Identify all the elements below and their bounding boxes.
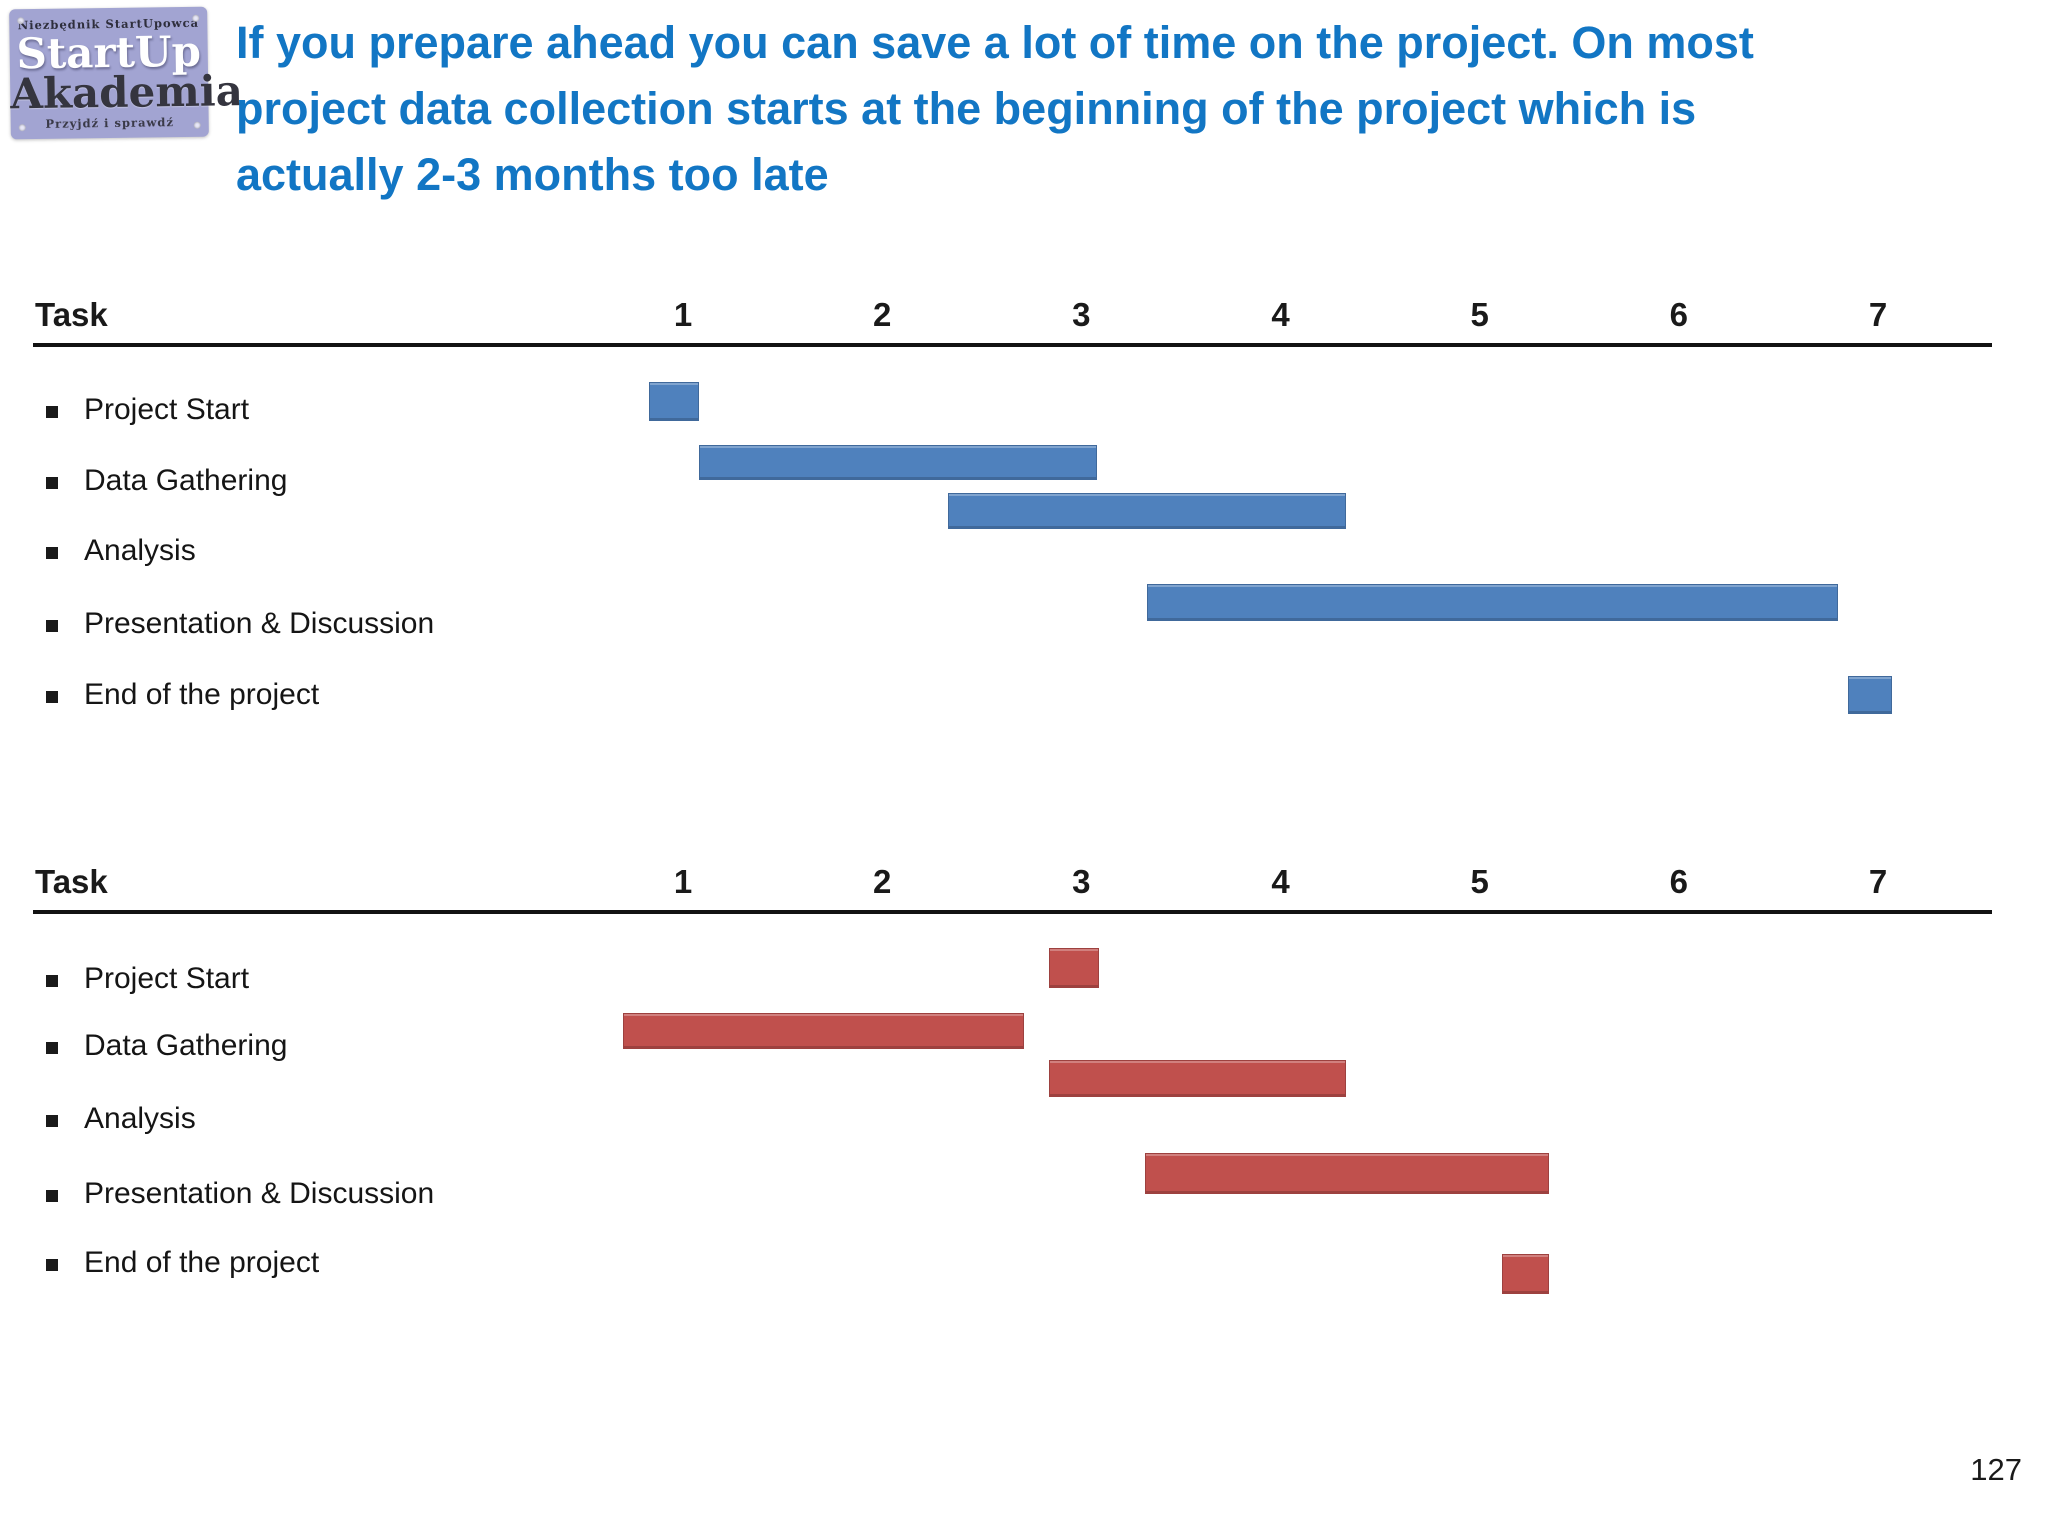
gantt-axis-tick-label: 2 [872, 863, 892, 900]
bullet-icon [46, 477, 58, 489]
gantt-task-column-header: Task [35, 863, 108, 900]
task-label: Presentation & Discussion [84, 1177, 435, 1210]
slide-title: If you prepare ahead you can save a lot … [236, 10, 1966, 208]
gantt-axis-tick-label: 7 [1868, 863, 1888, 900]
gantt-axis-tick-label: 3 [1072, 863, 1091, 900]
logo-title-akademia: Akademia [9, 66, 244, 119]
gantt-task-column-header: Task [35, 296, 108, 333]
gantt-bar [1145, 1153, 1550, 1194]
gantt-axis-tick-label: 6 [1669, 863, 1689, 900]
bullet-icon [46, 691, 58, 703]
page-number: 127 [1970, 1452, 2022, 1487]
bullet-icon [46, 1259, 58, 1271]
screw-dot-icon [17, 17, 25, 25]
gantt-header-rule [33, 910, 1992, 914]
gantt-bar [1501, 1254, 1550, 1294]
task-label: Data Gathering [84, 1029, 288, 1062]
bullet-icon [46, 620, 58, 632]
gantt-bar [1848, 676, 1892, 714]
screw-dot-icon [192, 14, 200, 22]
startup-akademia-logo: Niezbędnik StartUpowca StartUp Akademia … [9, 6, 244, 140]
gantt-axis-tick-label: 4 [1271, 296, 1290, 333]
gantt-bar [1147, 584, 1839, 621]
task-label: End of the project [84, 678, 320, 711]
screw-dot-icon [18, 124, 26, 132]
gantt-bar [947, 493, 1347, 529]
gantt-bar [623, 1013, 1024, 1049]
gantt-axis-tick-label: 7 [1868, 296, 1888, 333]
task-label: Presentation & Discussion [84, 607, 435, 640]
gantt-axis-tick-label: 6 [1669, 296, 1689, 333]
slide-title-line: project data collection starts at the be… [236, 83, 1697, 134]
gantt-bar [1049, 1060, 1347, 1097]
bullet-icon [46, 1190, 58, 1202]
bullet-icon [46, 547, 58, 559]
gantt-bar [1049, 948, 1100, 988]
gantt-axis-tick-label: 1 [673, 863, 693, 900]
slide-title-line: actually 2-3 months too late [236, 149, 829, 200]
task-label: Project Start [84, 393, 250, 426]
bullet-icon [46, 406, 58, 418]
gantt-bar [649, 382, 699, 421]
slide-title-line: If you prepare ahead you can save a lot … [236, 17, 1754, 68]
gantt-axis-tick-label: 2 [872, 296, 892, 333]
gantt-axis-tick-label: 5 [1470, 296, 1489, 333]
gantt-axis-tick-label: 3 [1072, 296, 1091, 333]
task-label: Analysis [84, 1102, 196, 1135]
gantt-axis-tick-label: 1 [673, 296, 693, 333]
task-label: Project Start [84, 962, 250, 995]
task-label: Data Gathering [84, 464, 288, 497]
gantt-header-rule [33, 343, 1992, 347]
gantt-bar [698, 445, 1098, 480]
task-label: Analysis [84, 534, 196, 567]
bullet-icon [46, 1042, 58, 1054]
gantt-axis-tick-label: 4 [1271, 863, 1290, 900]
task-label: End of the project [84, 1246, 320, 1279]
gantt-axis-tick-label: 5 [1470, 863, 1489, 900]
bullet-icon [46, 975, 58, 987]
bullet-icon [46, 1115, 58, 1127]
screw-dot-icon [193, 121, 201, 129]
